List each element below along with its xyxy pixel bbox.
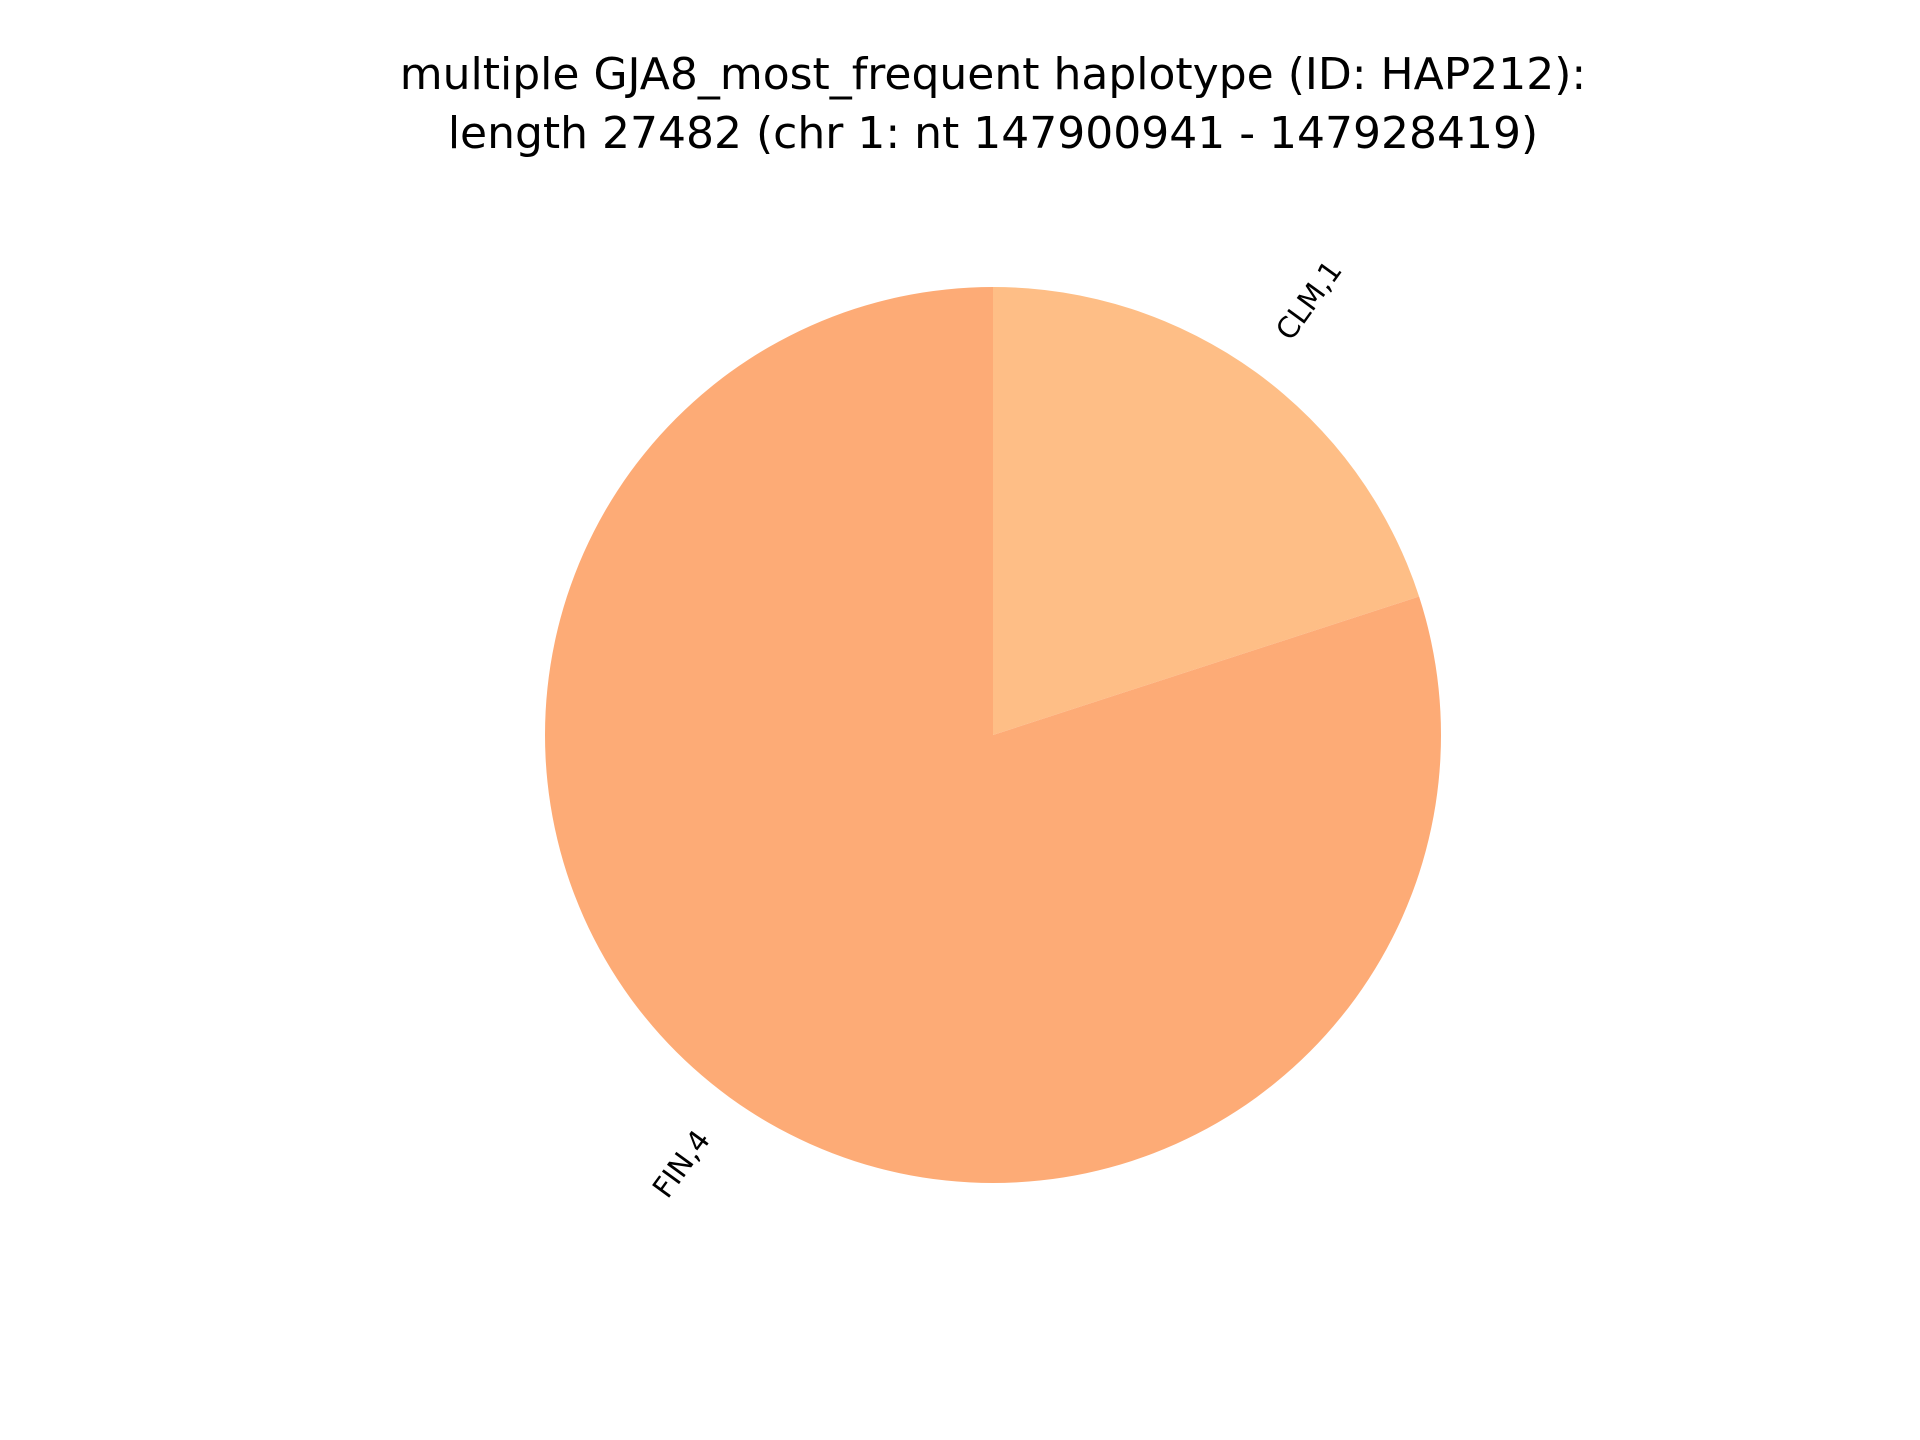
pie-slice-label-clm: CLM,1 [1269, 254, 1349, 346]
pie-slice-fin [545, 287, 1441, 1183]
pie-slice-clm [993, 287, 1420, 735]
chart-title-line-1: multiple GJA8_most_frequent haplotype (I… [400, 49, 1586, 100]
pie-slices [545, 287, 1441, 1183]
pie-slice-label-fin: FIN,4 [646, 1124, 717, 1204]
chart-title-line-2: length 27482 (chr 1: nt 147900941 - 1479… [448, 108, 1538, 159]
